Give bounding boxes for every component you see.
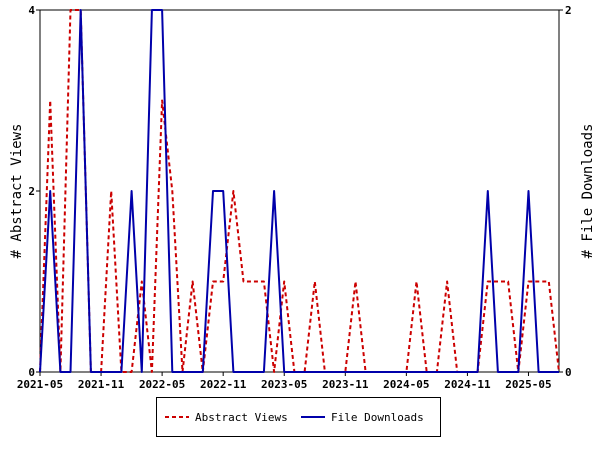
x-tick-label: 2022-05 (139, 378, 185, 391)
legend-label-abstract-views: Abstract Views (195, 410, 288, 424)
y-right-tick-label: 2 (565, 4, 572, 17)
y-left-tick-label: 4 (28, 4, 35, 17)
x-tick-label: 2025-05 (505, 378, 551, 391)
y-right-axis-title: # File Downloads (580, 124, 596, 259)
legend-label-file-downloads: File Downloads (331, 410, 424, 424)
y-right-tick-label: 0 (565, 366, 572, 379)
x-tick-label: 2022-11 (200, 378, 247, 391)
y-left-tick-label: 2 (28, 185, 35, 198)
series-line-file-downloads (39, 9, 559, 373)
x-tick-label: 2023-05 (261, 378, 307, 391)
x-tick-label: 2024-11 (444, 378, 491, 391)
x-tick-label: 2024-05 (383, 378, 429, 391)
legend-item-abstract-views: Abstract Views (165, 410, 288, 424)
y-left-axis-title: # Abstract Views (9, 124, 25, 259)
x-tick-label: 2021-05 (17, 378, 63, 391)
legend-swatch-abstract-views (165, 416, 189, 418)
legend-swatch-file-downloads (301, 416, 325, 418)
legend-item-file-downloads: File Downloads (301, 410, 424, 424)
y-left-tick-label: 0 (28, 366, 35, 379)
x-tick-label: 2021-11 (78, 378, 125, 391)
x-tick-label: 2023-11 (322, 378, 369, 391)
legend: Abstract Views File Downloads (156, 397, 441, 437)
